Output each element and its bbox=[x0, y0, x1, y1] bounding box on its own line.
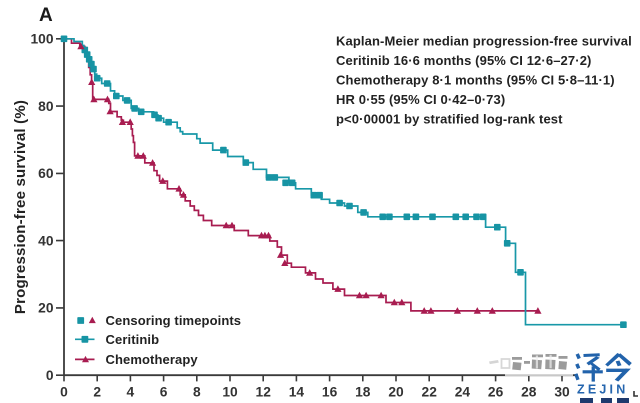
svg-text:0: 0 bbox=[46, 368, 54, 383]
svg-text:HR 0·55 (95% CI 0·42–0·73): HR 0·55 (95% CI 0·42–0·73) bbox=[336, 92, 505, 107]
svg-text:100: 100 bbox=[30, 32, 53, 47]
svg-text:A: A bbox=[39, 5, 53, 26]
svg-text:30: 30 bbox=[554, 384, 570, 399]
svg-text:Kaplan-Meier median progressio: Kaplan-Meier median progression-free sur… bbox=[336, 34, 632, 49]
svg-text:80: 80 bbox=[38, 99, 54, 114]
svg-text:28: 28 bbox=[521, 384, 537, 399]
svg-text:18: 18 bbox=[355, 384, 371, 399]
svg-text:p<0·00001 by stratified log-ra: p<0·00001 by stratified log-rank test bbox=[336, 112, 563, 127]
svg-text:ZEJIN: ZEJIN bbox=[577, 383, 628, 397]
svg-text:10: 10 bbox=[222, 384, 238, 399]
svg-text:0: 0 bbox=[60, 384, 68, 399]
svg-text:20: 20 bbox=[388, 384, 404, 399]
svg-text:60: 60 bbox=[38, 166, 54, 181]
svg-text:40: 40 bbox=[38, 233, 54, 248]
svg-text:26: 26 bbox=[488, 384, 504, 399]
svg-text:6: 6 bbox=[160, 384, 168, 399]
svg-text:14: 14 bbox=[289, 384, 305, 399]
svg-text:12: 12 bbox=[256, 384, 272, 399]
svg-text:8: 8 bbox=[193, 384, 201, 399]
svg-text:Progression-free survival (%): Progression-free survival (%) bbox=[12, 100, 29, 314]
svg-text:Censoring timepoints: Censoring timepoints bbox=[106, 313, 242, 328]
svg-text:Chemotherapy 8·1 months (95% C: Chemotherapy 8·1 months (95% CI 5·8–11·1… bbox=[336, 73, 615, 88]
svg-text:24: 24 bbox=[455, 384, 471, 399]
svg-text:Ceritinib 16·6 months (95% CI: Ceritinib 16·6 months (95% CI 12·6–27·2) bbox=[336, 53, 592, 68]
svg-text:Ceritinib: Ceritinib bbox=[106, 332, 160, 347]
svg-text:4: 4 bbox=[127, 384, 135, 399]
svg-text:22: 22 bbox=[422, 384, 438, 399]
svg-text:20: 20 bbox=[38, 301, 54, 316]
svg-text:2: 2 bbox=[93, 384, 101, 399]
svg-text:Chemotherapy: Chemotherapy bbox=[106, 352, 199, 367]
svg-text:16: 16 bbox=[322, 384, 338, 399]
